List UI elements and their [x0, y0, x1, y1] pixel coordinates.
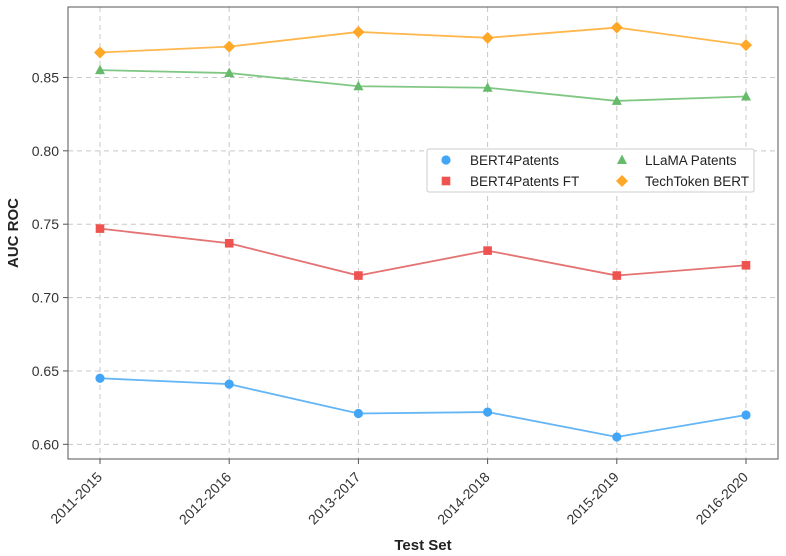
y-axis-title: AUC ROC	[5, 198, 22, 268]
legend-label: BERT4Patents FT	[470, 174, 579, 189]
series-llama-patents	[95, 64, 751, 105]
data-point	[224, 238, 234, 248]
legend-item: LLaMA Patents	[617, 153, 737, 168]
data-point	[612, 432, 622, 442]
data-point	[354, 271, 363, 280]
data-point	[481, 31, 494, 44]
y-tick-label: 0.70	[32, 290, 59, 306]
series-techtoken-bert	[94, 21, 752, 59]
series-line	[99, 26, 747, 54]
data-point	[483, 246, 492, 255]
y-tick-label: 0.85	[32, 69, 59, 85]
data-point	[353, 80, 364, 91]
legend-item: BERT4Patents FT	[441, 174, 579, 189]
data-point	[483, 407, 493, 417]
legend-label: BERT4Patents	[470, 153, 559, 168]
legend-item: TechToken BERT	[616, 174, 749, 189]
legend-item: BERT4Patents	[441, 153, 559, 168]
data-point	[741, 260, 751, 270]
y-tick-label: 0.65	[32, 363, 59, 379]
legend: BERT4Patents BERT4Patents FT LLaMA Patents…	[426, 148, 755, 193]
data-point	[95, 64, 105, 75]
data-point	[482, 82, 493, 92]
y-tick-label: 0.75	[32, 216, 59, 232]
legend-marker	[441, 176, 451, 186]
series-layer	[94, 21, 752, 442]
series-bert4patents-ft	[95, 224, 751, 280]
legend-marker	[616, 175, 628, 187]
data-point	[611, 95, 622, 105]
data-point	[741, 410, 751, 420]
data-point	[94, 46, 106, 59]
plot-frame	[67, 6, 779, 460]
legend-label: TechToken BERT	[645, 174, 749, 189]
series-line	[99, 69, 747, 102]
y-axis: 0.60 0.65 0.70 0.75 0.80 0.85	[32, 69, 68, 452]
data-point	[224, 67, 235, 78]
series-bert4patents	[95, 373, 751, 442]
legend-marker	[441, 155, 451, 165]
legend-marker	[617, 154, 627, 164]
data-point	[353, 408, 363, 419]
series-line	[99, 377, 747, 438]
data-point	[95, 373, 105, 383]
data-point	[352, 25, 365, 38]
data-point	[95, 224, 105, 233]
data-point	[223, 40, 236, 53]
y-tick-label: 0.60	[32, 436, 59, 452]
legend-label: LLaMA Patents	[645, 153, 737, 168]
data-point	[610, 21, 623, 34]
legend-box	[426, 148, 755, 193]
data-point	[741, 91, 751, 101]
data-point	[612, 271, 622, 280]
y-tick-label: 0.80	[32, 143, 59, 159]
x-axis-title: Test Set	[394, 537, 451, 554]
series-line	[99, 227, 747, 277]
data-point	[224, 379, 234, 389]
data-point	[740, 39, 752, 52]
